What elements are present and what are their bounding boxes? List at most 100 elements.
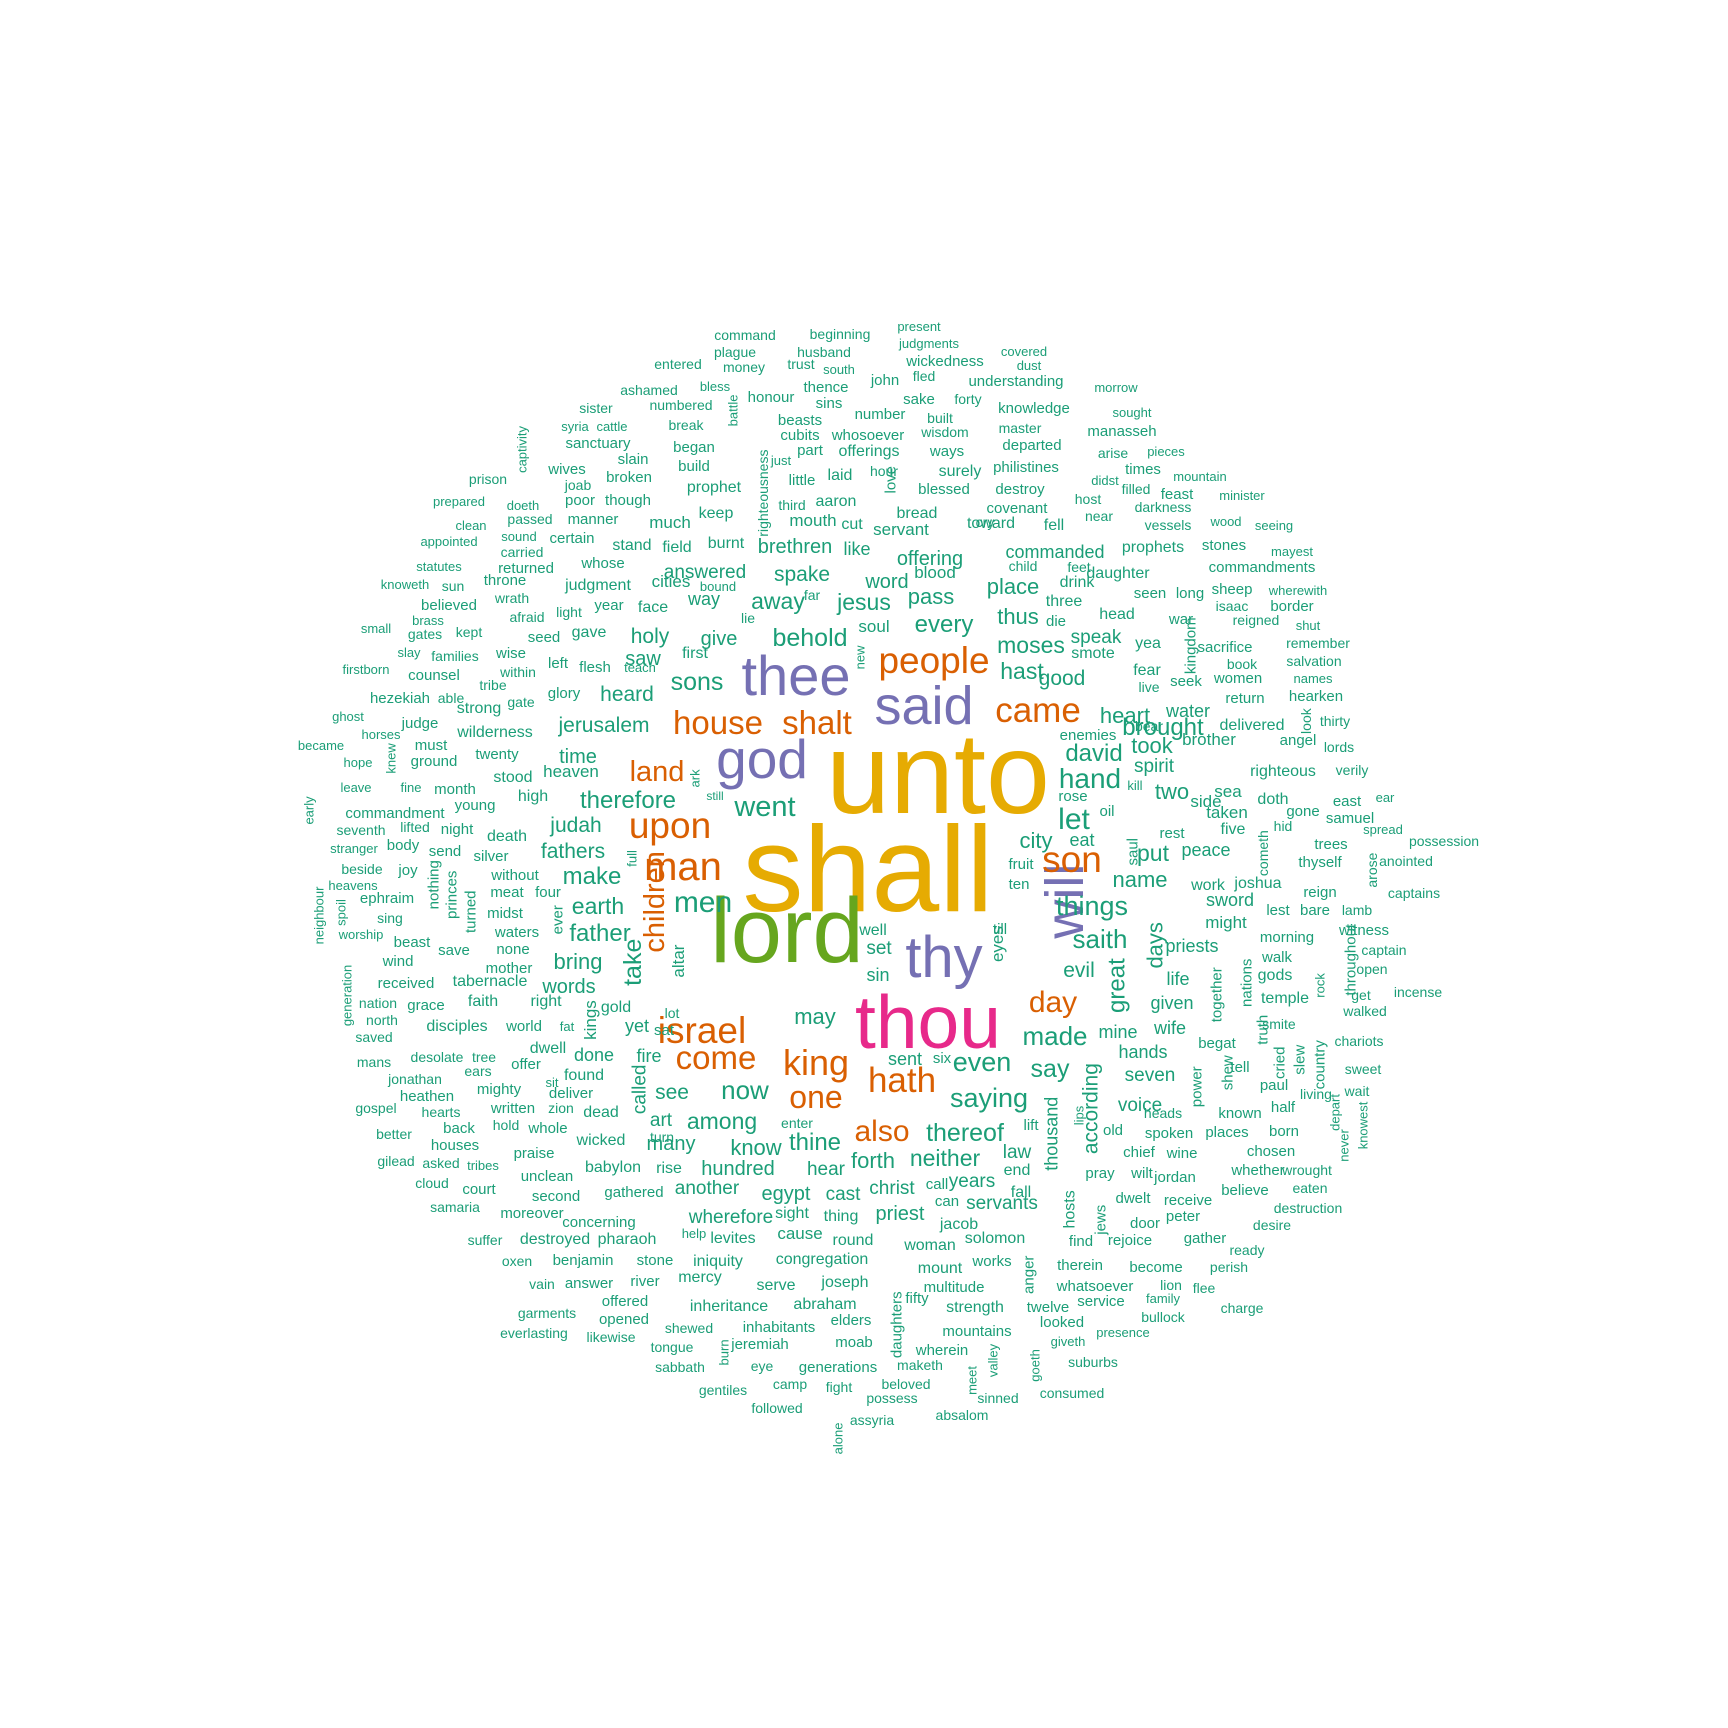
word-plague: plague [714, 344, 756, 360]
word-rise: rise [656, 1160, 682, 1177]
word-meet: meet [965, 1366, 980, 1395]
word-forty: forty [954, 391, 981, 407]
word-years: years [949, 1171, 995, 1192]
word-none: none [496, 941, 529, 958]
word-border: border [1270, 598, 1313, 615]
word-sheep: sheep [1212, 581, 1253, 598]
word-cities: cities [652, 572, 691, 591]
word-brass: brass [412, 613, 444, 628]
word-spirit: spirit [1134, 756, 1175, 777]
word-incense: incense [1394, 984, 1442, 1000]
word-babylon: babylon [585, 1159, 641, 1176]
word-possess: possess [866, 1390, 917, 1406]
word-even: even [953, 1047, 1012, 1077]
word-wickedness: wickedness [905, 353, 984, 370]
word-moses: moses [997, 632, 1065, 658]
word-minister: minister [1219, 488, 1265, 503]
word-way: way [687, 589, 720, 609]
word-silver: silver [473, 848, 508, 865]
word-charge: charge [1221, 1300, 1264, 1316]
word-places: places [1205, 1124, 1248, 1141]
word-reign: reign [1303, 884, 1336, 901]
word-lot: lot [665, 1005, 680, 1021]
word-high: high [518, 788, 548, 805]
word-family: family [1146, 1291, 1180, 1306]
word-country: country [1311, 1040, 1328, 1090]
word-whose: whose [580, 555, 624, 572]
word-names: names [1293, 671, 1333, 686]
word-priest: priest [876, 1203, 925, 1225]
word-also: also [854, 1115, 909, 1148]
word-receive: receive [1164, 1192, 1212, 1209]
word-salvation: salvation [1286, 653, 1341, 669]
word-sins: sins [816, 395, 843, 412]
word-rejoice: rejoice [1108, 1232, 1152, 1249]
word-christ: christ [869, 1178, 915, 1199]
word-beginning: beginning [810, 326, 871, 342]
word-syria: syria [561, 419, 589, 434]
word-lift: lift [1024, 1117, 1040, 1134]
word-set: set [866, 938, 892, 959]
word-judgments: judgments [898, 336, 959, 351]
word-priests: priests [1165, 936, 1218, 956]
word-darkness: darkness [1135, 499, 1192, 515]
word-sanctuary: sanctuary [565, 435, 631, 452]
word-according: according [1079, 1063, 1102, 1154]
word-return: return [1225, 690, 1264, 707]
word-dead: dead [583, 1104, 619, 1121]
word-wicked: wicked [576, 1132, 626, 1149]
word-spoken: spoken [1145, 1125, 1193, 1142]
word-strong: strong [457, 700, 501, 717]
word-life: life [1166, 969, 1189, 989]
word-took: took [1131, 733, 1174, 758]
word-angel: angel [1280, 732, 1317, 749]
word-earth: earth [572, 893, 624, 919]
word-stone: stone [637, 1252, 674, 1269]
word-turned: turned [462, 890, 479, 933]
word-hezekiah: hezekiah [370, 690, 430, 707]
word-fifty: fifty [905, 1290, 929, 1307]
word-reigned: reigned [1233, 612, 1280, 628]
word-help: help [682, 1226, 707, 1241]
word-statutes: statutes [416, 559, 462, 574]
word-written: written [490, 1100, 535, 1117]
word-must: must [415, 737, 448, 754]
word-bound: bound [700, 579, 736, 594]
word-face: face [638, 599, 668, 616]
word-blood: blood [914, 563, 956, 582]
word-judah: judah [549, 814, 601, 837]
word-everlasting: everlasting [500, 1325, 568, 1341]
word-john: john [870, 372, 899, 389]
word-judge: judge [401, 715, 439, 732]
word-oil: oil [1099, 803, 1114, 820]
word-temple: temple [1261, 990, 1309, 1007]
word-heaven: heaven [543, 762, 599, 781]
word-name: name [1112, 867, 1167, 892]
word-year: year [594, 597, 623, 614]
word-wood: wood [1209, 514, 1241, 529]
word-aaron: aaron [816, 493, 857, 510]
word-tribe: tribe [479, 677, 506, 693]
word-samaria: samaria [430, 1199, 480, 1215]
word-hearken: hearken [1289, 688, 1343, 705]
word-went: went [733, 791, 795, 823]
word-didst: didst [1091, 473, 1119, 488]
word-ears: ears [464, 1063, 491, 1079]
word-eat: eat [1069, 830, 1094, 850]
word-call: call [926, 1176, 949, 1193]
word-never: never [1337, 1129, 1352, 1162]
word-philistines: philistines [993, 459, 1059, 476]
word-living: living [1300, 1086, 1332, 1102]
word-one: one [789, 1079, 842, 1115]
word-seen: seen [1134, 585, 1167, 602]
word-yet: yet [625, 1016, 649, 1036]
word-ready: ready [1229, 1242, 1264, 1258]
word-seed: seed [528, 629, 561, 646]
word-thus: thus [997, 604, 1039, 629]
word-jonathan: jonathan [387, 1071, 442, 1087]
word-will: will [1035, 864, 1095, 940]
word-ghost: ghost [332, 709, 364, 724]
word-wine: wine [1166, 1145, 1198, 1162]
word-sweet: sweet [1345, 1061, 1382, 1077]
word-nation: nation [359, 995, 397, 1011]
